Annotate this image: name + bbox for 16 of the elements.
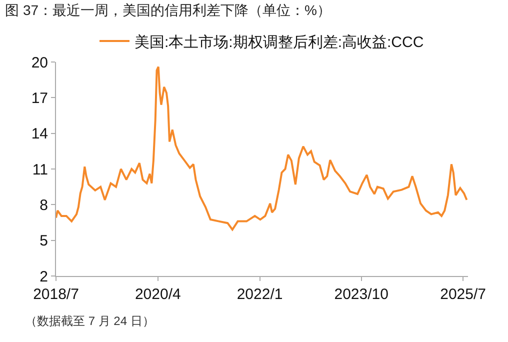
y-tick-label: 8	[40, 196, 48, 214]
y-tick-label: 2	[40, 268, 48, 286]
x-tick-label: 2022/1	[236, 286, 283, 303]
chart-title: 图 37：最近一周，美国的信用利差下降（单位：%）	[5, 2, 331, 18]
x-tick-label: 2025/7	[440, 286, 486, 303]
y-tick-label: 17	[31, 90, 48, 107]
y-tick-label: 5	[40, 232, 48, 250]
legend-label: 美国:本土市场:期权调整后利差:高收益:CCC	[134, 34, 424, 51]
x-tick-label: 2018/7	[33, 286, 79, 303]
y-tick-label: 11	[32, 161, 48, 178]
y-tick-label: 14	[31, 126, 48, 143]
y-tick-label: 20	[31, 54, 48, 72]
text: （数据截至 7 月 24 日）	[25, 314, 154, 328]
x-tick-label: 2023/10	[334, 286, 388, 303]
x-tick-label: 2020/4	[134, 286, 181, 303]
line-series	[56, 66, 468, 231]
